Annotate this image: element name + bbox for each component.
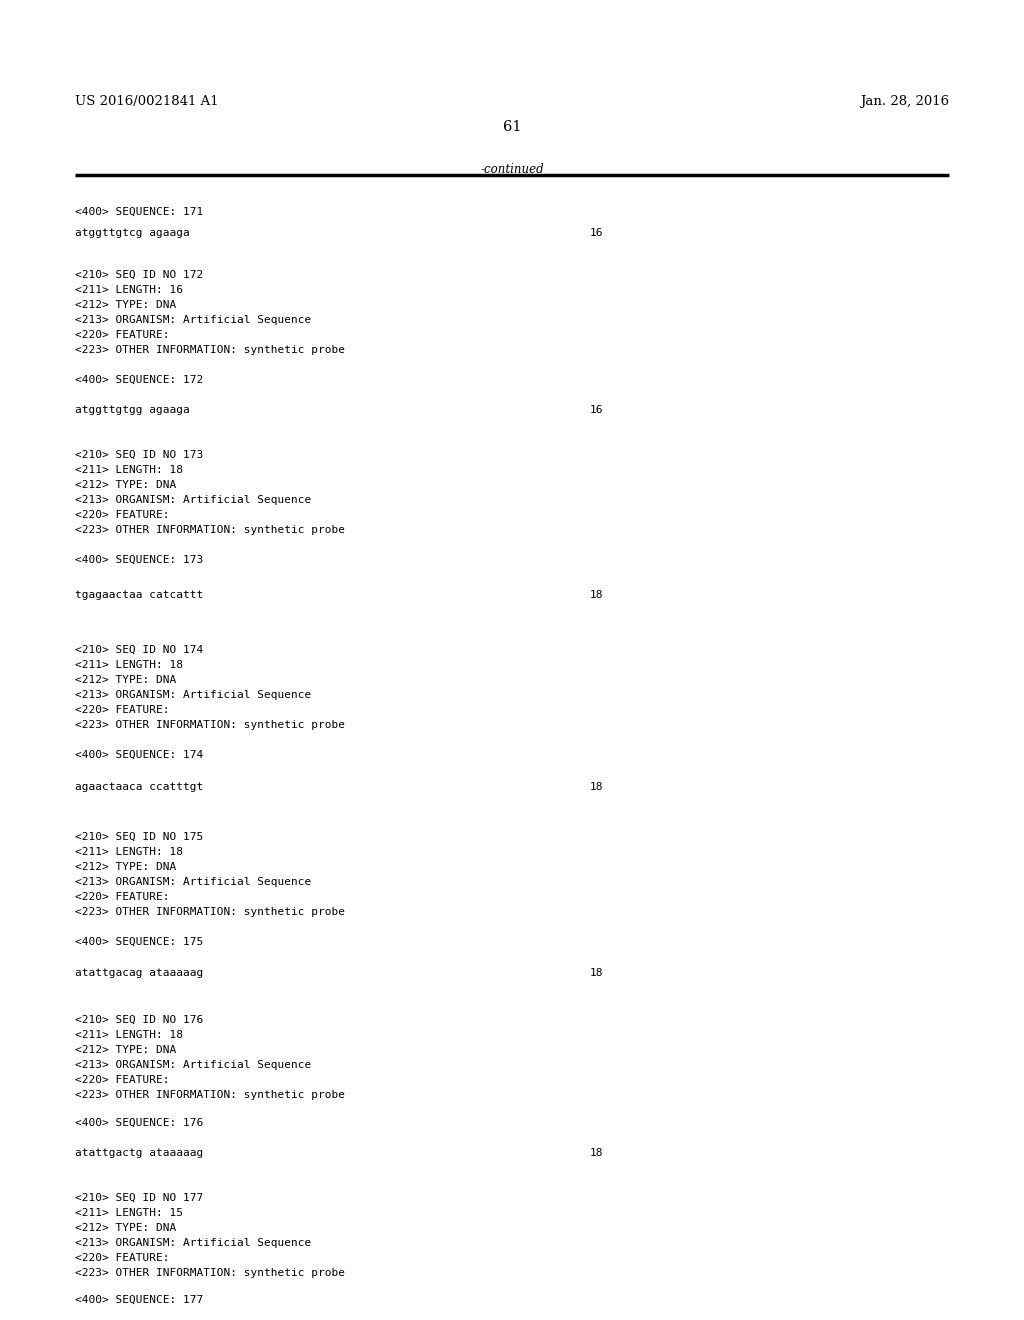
Text: <223> OTHER INFORMATION: synthetic probe: <223> OTHER INFORMATION: synthetic probe: [75, 719, 345, 730]
Text: <213> ORGANISM: Artificial Sequence: <213> ORGANISM: Artificial Sequence: [75, 690, 311, 700]
Text: <211> LENGTH: 18: <211> LENGTH: 18: [75, 847, 183, 857]
Text: <213> ORGANISM: Artificial Sequence: <213> ORGANISM: Artificial Sequence: [75, 1238, 311, 1247]
Text: <400> SEQUENCE: 177: <400> SEQUENCE: 177: [75, 1295, 203, 1305]
Text: <211> LENGTH: 15: <211> LENGTH: 15: [75, 1208, 183, 1218]
Text: -continued: -continued: [480, 162, 544, 176]
Text: <210> SEQ ID NO 173: <210> SEQ ID NO 173: [75, 450, 203, 459]
Text: <223> OTHER INFORMATION: synthetic probe: <223> OTHER INFORMATION: synthetic probe: [75, 525, 345, 535]
Text: <220> FEATURE:: <220> FEATURE:: [75, 1253, 170, 1263]
Text: <212> TYPE: DNA: <212> TYPE: DNA: [75, 300, 176, 310]
Text: agaactaaca ccatttgt: agaactaaca ccatttgt: [75, 781, 203, 792]
Text: <210> SEQ ID NO 174: <210> SEQ ID NO 174: [75, 645, 203, 655]
Text: <213> ORGANISM: Artificial Sequence: <213> ORGANISM: Artificial Sequence: [75, 1060, 311, 1071]
Text: <213> ORGANISM: Artificial Sequence: <213> ORGANISM: Artificial Sequence: [75, 876, 311, 887]
Text: US 2016/0021841 A1: US 2016/0021841 A1: [75, 95, 219, 108]
Text: <223> OTHER INFORMATION: synthetic probe: <223> OTHER INFORMATION: synthetic probe: [75, 907, 345, 917]
Text: <211> LENGTH: 18: <211> LENGTH: 18: [75, 660, 183, 671]
Text: 18: 18: [590, 781, 603, 792]
Text: <212> TYPE: DNA: <212> TYPE: DNA: [75, 1045, 176, 1055]
Text: <220> FEATURE:: <220> FEATURE:: [75, 705, 170, 715]
Text: <400> SEQUENCE: 173: <400> SEQUENCE: 173: [75, 554, 203, 565]
Text: 16: 16: [590, 228, 603, 238]
Text: <210> SEQ ID NO 172: <210> SEQ ID NO 172: [75, 271, 203, 280]
Text: <223> OTHER INFORMATION: synthetic probe: <223> OTHER INFORMATION: synthetic probe: [75, 345, 345, 355]
Text: <220> FEATURE:: <220> FEATURE:: [75, 510, 170, 520]
Text: 16: 16: [590, 405, 603, 414]
Text: <212> TYPE: DNA: <212> TYPE: DNA: [75, 480, 176, 490]
Text: <212> TYPE: DNA: <212> TYPE: DNA: [75, 1224, 176, 1233]
Text: atattgacag ataaaaag: atattgacag ataaaaag: [75, 968, 203, 978]
Text: <213> ORGANISM: Artificial Sequence: <213> ORGANISM: Artificial Sequence: [75, 315, 311, 325]
Text: <211> LENGTH: 18: <211> LENGTH: 18: [75, 465, 183, 475]
Text: tgagaactaa catcattt: tgagaactaa catcattt: [75, 590, 203, 601]
Text: <220> FEATURE:: <220> FEATURE:: [75, 1074, 170, 1085]
Text: <223> OTHER INFORMATION: synthetic probe: <223> OTHER INFORMATION: synthetic probe: [75, 1269, 345, 1278]
Text: 18: 18: [590, 968, 603, 978]
Text: <400> SEQUENCE: 171: <400> SEQUENCE: 171: [75, 207, 203, 216]
Text: <210> SEQ ID NO 176: <210> SEQ ID NO 176: [75, 1015, 203, 1026]
Text: <400> SEQUENCE: 172: <400> SEQUENCE: 172: [75, 375, 203, 385]
Text: <212> TYPE: DNA: <212> TYPE: DNA: [75, 862, 176, 873]
Text: atggttgtcg agaaga: atggttgtcg agaaga: [75, 228, 189, 238]
Text: <400> SEQUENCE: 175: <400> SEQUENCE: 175: [75, 937, 203, 946]
Text: atattgactg ataaaaag: atattgactg ataaaaag: [75, 1148, 203, 1158]
Text: <212> TYPE: DNA: <212> TYPE: DNA: [75, 675, 176, 685]
Text: 61: 61: [503, 120, 521, 135]
Text: <211> LENGTH: 18: <211> LENGTH: 18: [75, 1030, 183, 1040]
Text: <220> FEATURE:: <220> FEATURE:: [75, 892, 170, 902]
Text: <400> SEQUENCE: 174: <400> SEQUENCE: 174: [75, 750, 203, 760]
Text: <400> SEQUENCE: 176: <400> SEQUENCE: 176: [75, 1118, 203, 1129]
Text: <220> FEATURE:: <220> FEATURE:: [75, 330, 170, 341]
Text: 18: 18: [590, 1148, 603, 1158]
Text: <213> ORGANISM: Artificial Sequence: <213> ORGANISM: Artificial Sequence: [75, 495, 311, 506]
Text: <210> SEQ ID NO 175: <210> SEQ ID NO 175: [75, 832, 203, 842]
Text: atggttgtgg agaaga: atggttgtgg agaaga: [75, 405, 189, 414]
Text: Jan. 28, 2016: Jan. 28, 2016: [860, 95, 949, 108]
Text: <210> SEQ ID NO 177: <210> SEQ ID NO 177: [75, 1193, 203, 1203]
Text: 18: 18: [590, 590, 603, 601]
Text: <211> LENGTH: 16: <211> LENGTH: 16: [75, 285, 183, 294]
Text: <223> OTHER INFORMATION: synthetic probe: <223> OTHER INFORMATION: synthetic probe: [75, 1090, 345, 1100]
